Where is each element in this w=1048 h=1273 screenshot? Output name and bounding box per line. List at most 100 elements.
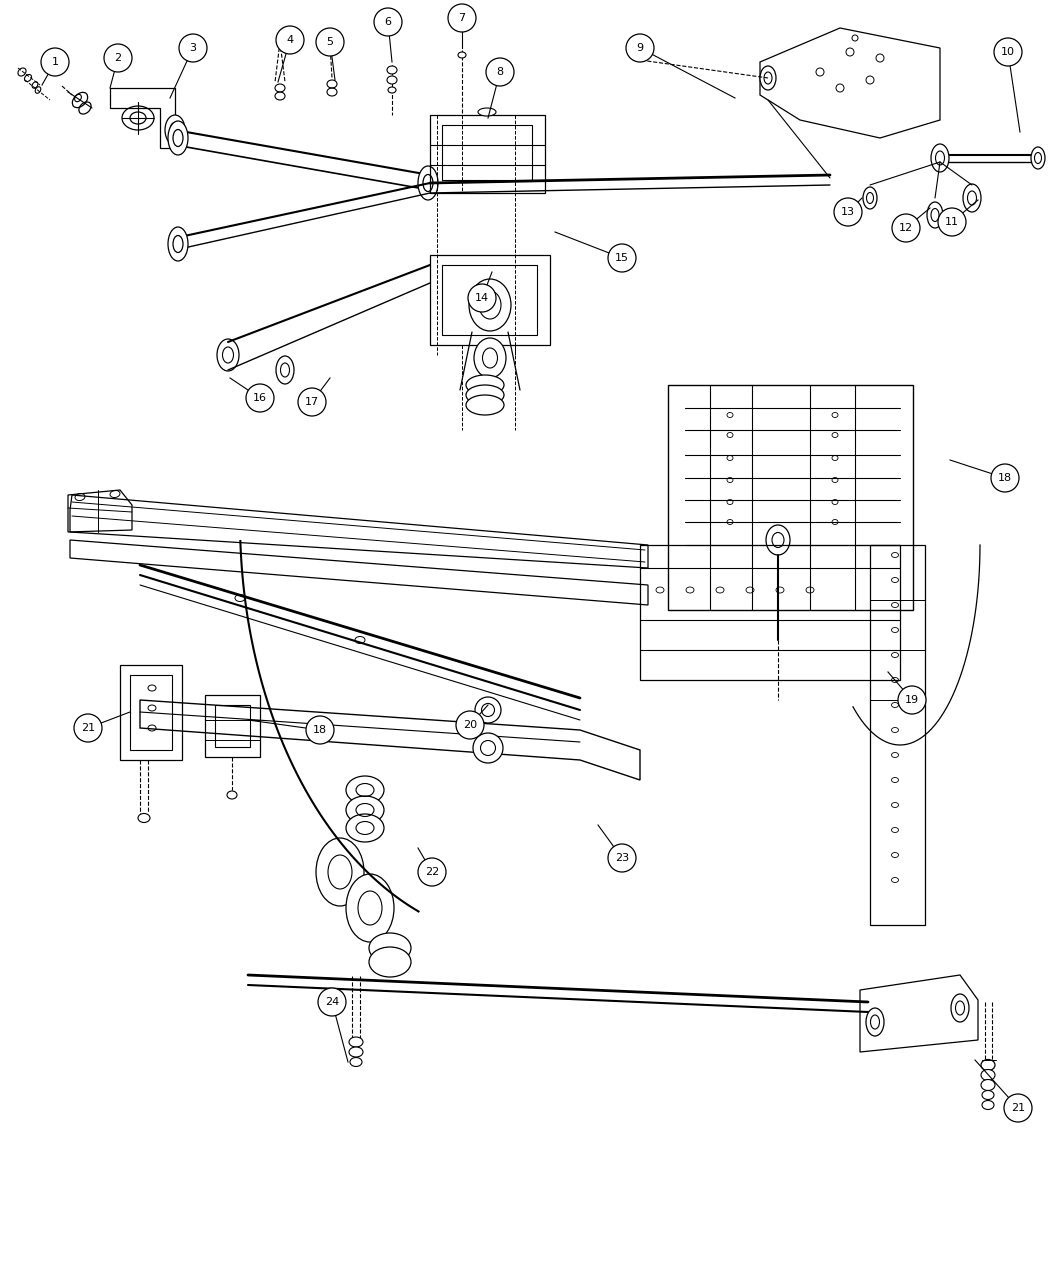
Text: 4: 4 — [286, 34, 293, 45]
Ellipse shape — [276, 356, 294, 384]
Ellipse shape — [350, 1058, 362, 1067]
Circle shape — [41, 48, 69, 76]
Bar — [430, 115, 545, 193]
Ellipse shape — [138, 813, 150, 822]
Circle shape — [834, 199, 863, 227]
Ellipse shape — [227, 791, 237, 799]
Circle shape — [1004, 1094, 1032, 1122]
Text: 6: 6 — [385, 17, 392, 27]
Text: 24: 24 — [325, 997, 340, 1007]
Ellipse shape — [369, 933, 411, 962]
Circle shape — [626, 34, 654, 62]
Ellipse shape — [168, 121, 188, 155]
Ellipse shape — [346, 796, 384, 824]
Text: 14: 14 — [475, 293, 489, 303]
Bar — [442, 125, 532, 179]
Ellipse shape — [927, 202, 943, 228]
Ellipse shape — [466, 376, 504, 395]
Text: 3: 3 — [190, 43, 197, 53]
Circle shape — [938, 207, 966, 236]
Ellipse shape — [168, 227, 188, 261]
Ellipse shape — [470, 279, 511, 331]
Ellipse shape — [217, 339, 239, 370]
Circle shape — [104, 45, 132, 73]
Circle shape — [418, 858, 446, 886]
Bar — [121, 665, 182, 760]
Ellipse shape — [478, 108, 496, 116]
Ellipse shape — [963, 185, 981, 213]
Bar — [130, 675, 172, 750]
Ellipse shape — [316, 838, 364, 906]
Bar — [870, 545, 925, 925]
Text: 12: 12 — [899, 223, 913, 233]
Bar — [430, 255, 550, 345]
Text: 20: 20 — [463, 721, 477, 729]
Bar — [442, 265, 537, 335]
Text: 21: 21 — [81, 723, 95, 733]
Ellipse shape — [1031, 146, 1045, 169]
Ellipse shape — [981, 1069, 995, 1081]
Ellipse shape — [931, 144, 949, 172]
Ellipse shape — [863, 187, 877, 209]
Text: 11: 11 — [945, 216, 959, 227]
Bar — [205, 695, 260, 757]
Circle shape — [374, 8, 402, 36]
Text: 9: 9 — [636, 43, 643, 53]
Circle shape — [608, 244, 636, 272]
Ellipse shape — [981, 1080, 995, 1091]
Circle shape — [316, 28, 344, 56]
Ellipse shape — [387, 76, 397, 84]
Text: 2: 2 — [114, 53, 122, 62]
Ellipse shape — [165, 115, 185, 145]
Circle shape — [898, 686, 926, 714]
Text: 17: 17 — [305, 397, 319, 407]
Circle shape — [608, 844, 636, 872]
Ellipse shape — [466, 395, 504, 415]
Text: 21: 21 — [1011, 1102, 1025, 1113]
Ellipse shape — [346, 875, 394, 942]
Circle shape — [991, 463, 1019, 491]
Text: 23: 23 — [615, 853, 629, 863]
Text: 5: 5 — [327, 37, 333, 47]
Ellipse shape — [418, 165, 438, 200]
Circle shape — [447, 4, 476, 32]
Circle shape — [318, 988, 346, 1016]
Ellipse shape — [760, 66, 776, 90]
Ellipse shape — [349, 1037, 363, 1046]
Circle shape — [306, 715, 334, 743]
Circle shape — [179, 34, 208, 62]
Text: 16: 16 — [253, 393, 267, 404]
Ellipse shape — [951, 994, 969, 1022]
Ellipse shape — [346, 777, 384, 805]
Circle shape — [276, 25, 304, 53]
Text: 13: 13 — [840, 207, 855, 216]
Text: 7: 7 — [458, 13, 465, 23]
Ellipse shape — [387, 66, 397, 74]
Text: 15: 15 — [615, 253, 629, 264]
Bar — [215, 705, 250, 747]
Ellipse shape — [982, 1091, 994, 1100]
Ellipse shape — [130, 112, 146, 123]
Circle shape — [298, 388, 326, 416]
Ellipse shape — [349, 1046, 363, 1057]
Ellipse shape — [981, 1059, 995, 1071]
Ellipse shape — [346, 813, 384, 841]
Circle shape — [246, 384, 274, 412]
Ellipse shape — [170, 122, 180, 137]
Text: 22: 22 — [424, 867, 439, 877]
Text: 18: 18 — [313, 726, 327, 735]
Text: 19: 19 — [904, 695, 919, 705]
Circle shape — [486, 59, 514, 87]
Ellipse shape — [474, 339, 506, 378]
Ellipse shape — [369, 947, 411, 976]
Text: 10: 10 — [1001, 47, 1016, 57]
Ellipse shape — [466, 384, 504, 405]
Ellipse shape — [866, 1008, 885, 1036]
Ellipse shape — [766, 524, 790, 555]
Circle shape — [468, 284, 496, 312]
Bar — [668, 384, 913, 610]
Text: 18: 18 — [998, 474, 1012, 482]
Ellipse shape — [982, 1100, 994, 1110]
Circle shape — [892, 214, 920, 242]
Circle shape — [456, 712, 484, 740]
